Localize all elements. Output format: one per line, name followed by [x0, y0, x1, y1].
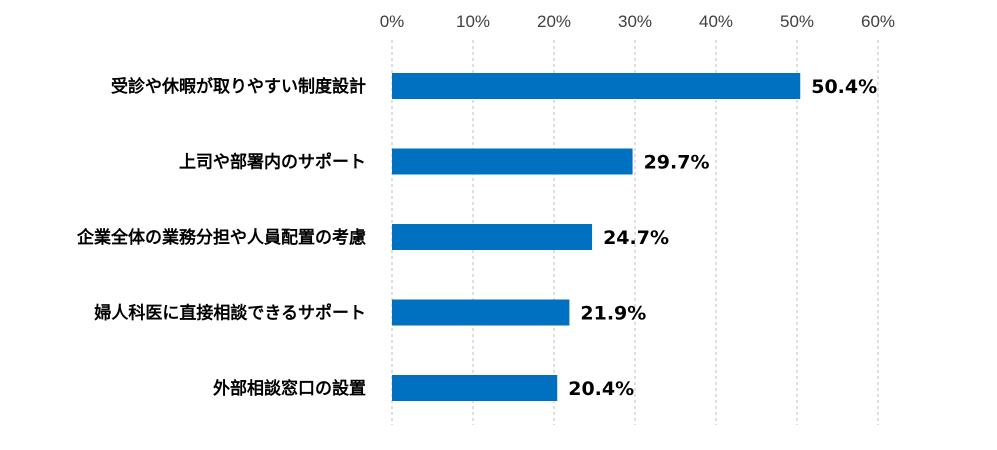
bar — [392, 224, 593, 250]
bars — [392, 73, 801, 401]
x-axis-ticks: 0% 10% 20% 30% 40% 50% 60% — [380, 12, 895, 31]
bar — [392, 148, 633, 175]
bar — [392, 73, 801, 99]
category-label: 上司や部署内のサポート — [179, 152, 366, 173]
data-label: 50.4% — [811, 76, 877, 98]
x-tick-label: 0% — [380, 12, 405, 31]
data-label: 21.9% — [580, 303, 646, 325]
data-label: 29.7% — [644, 152, 710, 174]
category-label: 外部相談窓口の設置 — [213, 378, 366, 399]
category-label: 受診や休暇が取りやすい制度設計 — [111, 76, 366, 97]
x-tick-label: 40% — [699, 12, 733, 31]
x-tick-label: 10% — [456, 12, 490, 31]
bar — [392, 299, 570, 326]
category-label: 婦人科医に直接相談できるサポート — [93, 303, 366, 324]
category-labels: 受診や休暇が取りやすい制度設計上司や部署内のサポート企業全体の業務分担や人員配置… — [76, 76, 366, 399]
data-label: 20.4% — [568, 378, 634, 400]
data-label: 24.7% — [603, 227, 669, 249]
x-tick-label: 60% — [861, 12, 895, 31]
bar — [392, 375, 558, 401]
x-tick-label: 20% — [537, 12, 571, 31]
x-tick-label: 30% — [618, 12, 652, 31]
category-label: 企業全体の業務分担や人員配置の考慮 — [76, 227, 366, 248]
value-labels: 50.4% 29.7% 24.7% 21.9% 20.4% — [568, 76, 877, 400]
x-tick-label: 50% — [780, 12, 814, 31]
